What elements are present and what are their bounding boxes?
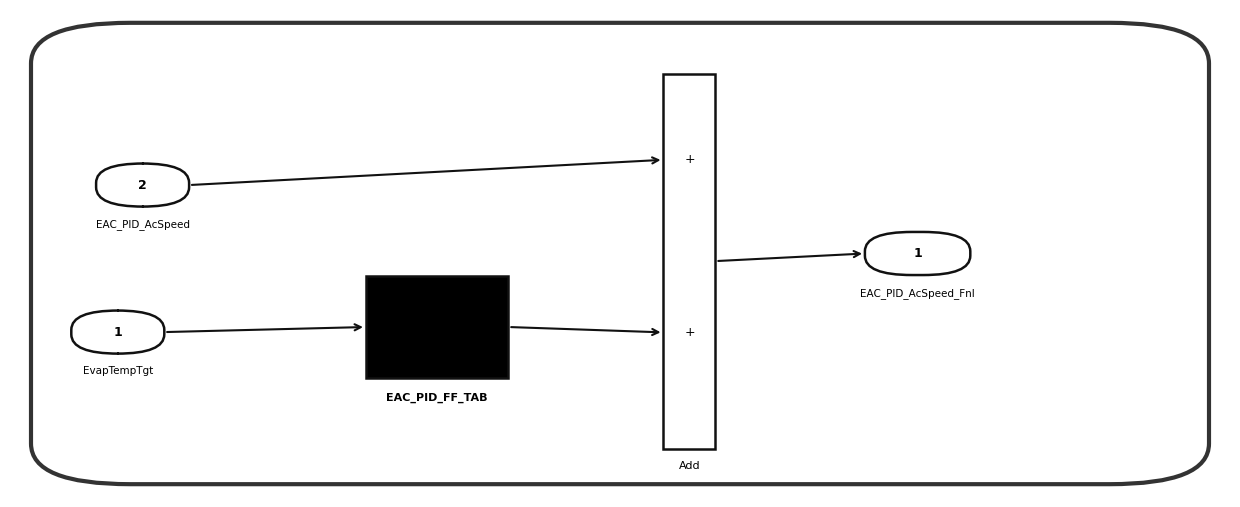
Text: 1: 1 (113, 325, 123, 339)
FancyBboxPatch shape (866, 232, 970, 275)
Text: EAC_PID_AcSpeed_Fnl: EAC_PID_AcSpeed_Fnl (861, 288, 975, 299)
Text: EAC_PID_FF_TAB: EAC_PID_FF_TAB (387, 393, 487, 403)
FancyBboxPatch shape (71, 310, 164, 354)
Text: 2: 2 (138, 178, 148, 192)
Text: +: + (684, 153, 694, 166)
FancyBboxPatch shape (663, 74, 715, 449)
FancyBboxPatch shape (97, 164, 190, 207)
Text: EvapTempTgt: EvapTempTgt (83, 366, 153, 376)
FancyBboxPatch shape (31, 23, 1209, 484)
Text: Add: Add (678, 461, 701, 472)
Text: EAC_PID_AcSpeed: EAC_PID_AcSpeed (95, 219, 190, 230)
FancyBboxPatch shape (366, 276, 508, 378)
Text: 1: 1 (913, 247, 923, 260)
Text: +: + (684, 326, 694, 339)
